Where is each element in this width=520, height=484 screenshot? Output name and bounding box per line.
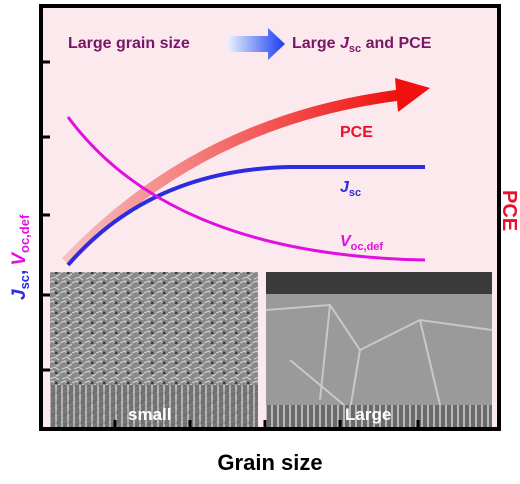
voc-label: Voc,def xyxy=(340,233,383,253)
pce-curve xyxy=(62,89,401,266)
sem-large-base xyxy=(266,405,492,427)
sem-large-top xyxy=(266,272,492,294)
voc-curve xyxy=(66,116,426,262)
right-axis-label: PCE xyxy=(498,190,520,231)
sem-small-base xyxy=(50,385,258,427)
pce-label: PCE xyxy=(340,124,373,141)
grain-boundaries xyxy=(265,303,493,411)
image-label-small: small xyxy=(128,405,171,424)
header-right: Large Jsc and PCE xyxy=(292,35,432,55)
x-axis-label: Grain size xyxy=(217,450,322,475)
header-left: Large grain size xyxy=(68,35,190,52)
frame xyxy=(39,4,501,431)
sem-large xyxy=(266,272,492,427)
image-label-large: Large xyxy=(345,405,391,424)
jsc-label: Jsc xyxy=(340,179,361,199)
ticks xyxy=(41,60,420,429)
jsc-curve xyxy=(66,165,425,267)
y-axis-label: Jsc,Voc,def xyxy=(9,214,32,300)
header-arrow xyxy=(228,28,285,60)
pce-arrowhead xyxy=(395,78,430,112)
